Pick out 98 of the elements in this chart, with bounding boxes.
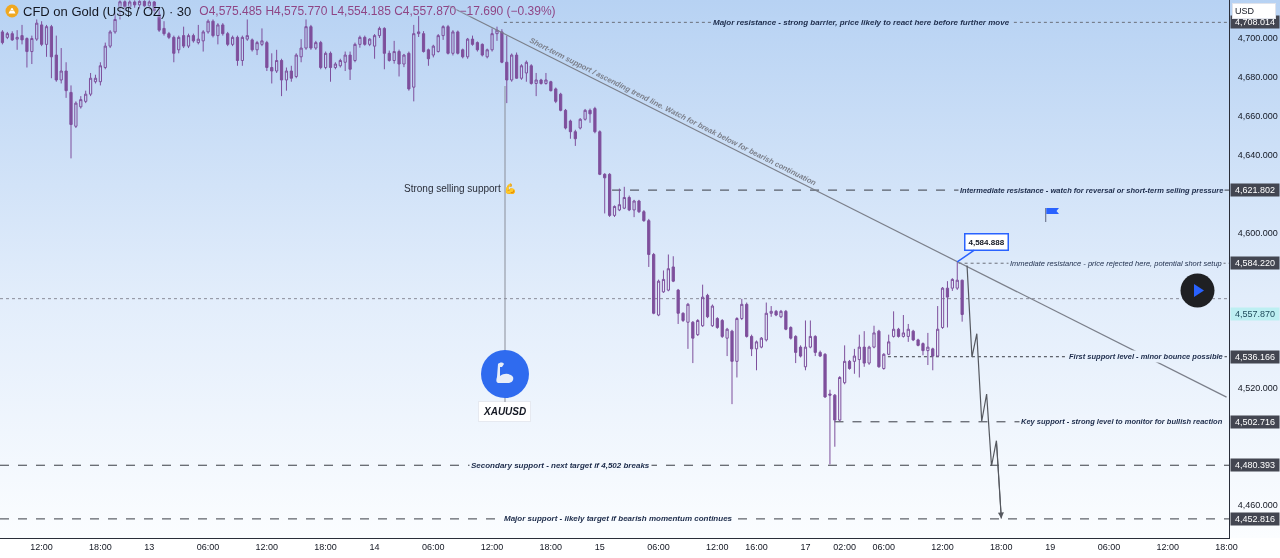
y-tick-label: 4,600.000 bbox=[1237, 227, 1278, 238]
candlestick bbox=[749, 334, 754, 357]
annotation: XAUUSD bbox=[483, 406, 527, 417]
x-tick-label: 06:00 bbox=[196, 541, 220, 552]
y-tick-label: 4,520.000 bbox=[1237, 383, 1278, 394]
ref-line-label: 4,621.802 bbox=[1234, 185, 1276, 195]
x-tick-label: 12:00 bbox=[30, 541, 53, 552]
candlestick bbox=[426, 48, 431, 67]
x-tick-label: 18:00 bbox=[314, 541, 337, 552]
x-tick-label: 19 bbox=[1045, 541, 1056, 552]
candlestick bbox=[573, 129, 577, 147]
candlestick bbox=[230, 35, 235, 47]
candlestick bbox=[607, 172, 612, 218]
candlestick bbox=[240, 35, 244, 67]
x-tick-label: 18:00 bbox=[990, 541, 1013, 552]
candlestick bbox=[617, 188, 622, 212]
candlestick bbox=[891, 310, 896, 339]
chart-title: CFD on Gold (US$ / OZ) · 30 bbox=[23, 3, 192, 19]
candlestick bbox=[705, 293, 710, 319]
candlestick bbox=[98, 61, 102, 86]
candlestick bbox=[93, 74, 98, 84]
text: USD bbox=[1235, 6, 1255, 16]
y-tick-label: 4,700.000 bbox=[1237, 33, 1278, 44]
y-tick-label: 4,460.000 bbox=[1237, 500, 1278, 511]
candlestick bbox=[514, 52, 519, 80]
candlestick bbox=[0, 29, 5, 45]
annotation: Major support - likely target if bearish momentum continues bbox=[504, 514, 733, 523]
x-tick-label: 06:00 bbox=[422, 541, 445, 552]
x-tick-label: 18:00 bbox=[539, 541, 563, 552]
candlestick bbox=[475, 40, 480, 53]
y-tick-label: 4,640.000 bbox=[1237, 149, 1278, 160]
text: 4,557.870 bbox=[1234, 309, 1276, 319]
chart-subtitle: O4,575.485 H4,575.770 L4,554.185 C4,557.870 −17.690 (−0.39%) bbox=[199, 4, 556, 18]
candlestick bbox=[372, 33, 377, 60]
annotation: Major resistance - strong barrier, price likely to react here before further move bbox=[713, 18, 1010, 27]
candlestick bbox=[182, 26, 186, 49]
candlestick bbox=[759, 336, 764, 349]
candlestick bbox=[421, 30, 426, 54]
candlestick bbox=[279, 58, 284, 97]
candlestick bbox=[470, 35, 475, 47]
annotation: 4,584.888 bbox=[968, 237, 1005, 247]
candlestick bbox=[49, 24, 54, 79]
x-tick-label: 12:00 bbox=[931, 541, 954, 552]
candlestick bbox=[710, 304, 715, 328]
candlestick bbox=[377, 26, 382, 39]
y-tick-label: 4,660.000 bbox=[1237, 110, 1278, 121]
x-tick-label: 13 bbox=[144, 541, 155, 552]
candlestick bbox=[940, 286, 945, 330]
candlestick bbox=[568, 119, 573, 140]
candlestick bbox=[40, 20, 44, 47]
candlestick bbox=[235, 35, 240, 67]
candlestick bbox=[328, 51, 333, 83]
ref-line-label: 4,452.816 bbox=[1234, 514, 1276, 524]
y-tick-label: 4,680.000 bbox=[1237, 72, 1278, 83]
candlestick bbox=[519, 63, 524, 81]
candlestick bbox=[847, 359, 852, 371]
x-tick-label: 16:00 bbox=[745, 541, 768, 552]
candlestick bbox=[186, 33, 191, 49]
candlestick bbox=[563, 108, 568, 130]
candlestick bbox=[901, 314, 905, 339]
x-tick-label: 06:00 bbox=[647, 541, 670, 552]
candlestick bbox=[661, 269, 666, 294]
x-tick-label: 18:00 bbox=[89, 541, 112, 552]
x-tick-label: 12:00 bbox=[706, 541, 729, 552]
x-tick-label: 12:00 bbox=[1156, 541, 1180, 552]
candlestick bbox=[803, 319, 808, 371]
x-tick-label: 06:00 bbox=[872, 541, 896, 552]
candlestick bbox=[465, 37, 470, 60]
candlestick bbox=[88, 72, 93, 97]
candlestick bbox=[524, 60, 528, 83]
x-tick-label: 17 bbox=[800, 541, 811, 552]
ref-line-label: 4,480.393 bbox=[1234, 460, 1276, 470]
x-tick-label: 06:00 bbox=[1097, 541, 1121, 552]
candlestick bbox=[382, 26, 386, 70]
x-tick-label: 02:00 bbox=[833, 541, 856, 552]
candlestick bbox=[333, 61, 338, 70]
candlestick bbox=[44, 24, 49, 58]
ref-line-label: 4,536.166 bbox=[1234, 352, 1276, 362]
candlestick bbox=[191, 33, 196, 44]
candlestick bbox=[612, 204, 617, 218]
x-tick-label: 12:00 bbox=[480, 541, 504, 552]
candlestick bbox=[945, 280, 950, 328]
candlestick bbox=[798, 344, 803, 358]
ref-line-label: 4,584.220 bbox=[1234, 258, 1276, 268]
ref-line-label: 4,708.014 bbox=[1234, 17, 1276, 27]
annotation: Secondary support - next target if 4,502 breaks bbox=[471, 461, 650, 470]
candlestick bbox=[656, 279, 661, 317]
x-tick-label: 14 bbox=[369, 541, 380, 552]
candlestick bbox=[284, 67, 289, 92]
x-tick-label: 12:00 bbox=[255, 541, 279, 552]
x-tick-label: 18:00 bbox=[1215, 541, 1238, 552]
candlestick bbox=[324, 51, 328, 70]
candlestick bbox=[754, 340, 759, 371]
candlestick bbox=[852, 348, 857, 375]
candlestick bbox=[896, 327, 901, 339]
annotation: Strong selling support 💪 bbox=[404, 182, 516, 195]
x-tick-label: 15 bbox=[594, 541, 605, 552]
ref-line-label: 4,502.716 bbox=[1234, 417, 1276, 427]
